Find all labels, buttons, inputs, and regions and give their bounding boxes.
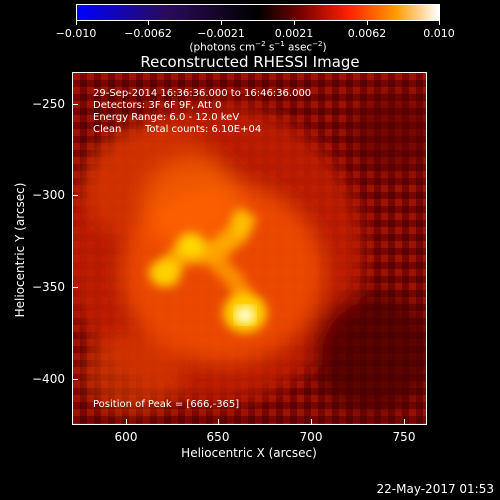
colorbar-tick [148, 20, 149, 25]
y-tick-label: −400 [32, 372, 65, 386]
colorbar-label: −0.0021 [197, 27, 245, 40]
colorbar-label: −0.010 [55, 27, 97, 40]
colorbar [76, 4, 440, 21]
x-tick-mark [404, 419, 405, 425]
y-tick-mark [72, 287, 78, 288]
info-time-range: 29-Sep-2014 16:36:36.000 to 16:46:36.000 [93, 88, 312, 99]
rhessi-image-plot: 29-Sep-2014 16:36:36.000 to 16:46:36.000… [72, 72, 427, 425]
colorbar-tick [367, 20, 368, 25]
x-tick-mark [311, 419, 312, 425]
y-tick-label: −250 [32, 97, 65, 111]
y-tick-mark [72, 379, 78, 380]
colorbar-label: 0.0062 [347, 27, 387, 40]
colorbar-tick [76, 20, 77, 25]
x-tick-label: 600 [114, 430, 138, 444]
x-tick-label: 750 [392, 430, 416, 444]
footer-date: 22-May-2017 01:53 [376, 482, 494, 496]
info-method: Clean [93, 124, 122, 135]
colorbar-tick [439, 20, 440, 25]
colorbar-label: 0.010 [423, 27, 455, 40]
x-tick-mark [126, 419, 127, 425]
colorbar-tick [294, 20, 295, 25]
colorbar-gradient [77, 5, 439, 20]
y-tick-label: −350 [32, 280, 65, 294]
x-tick-label: 650 [206, 430, 230, 444]
y-tick-label: −300 [32, 188, 65, 202]
x-axis-label: Heliocentric X (arcsec) [181, 446, 317, 460]
x-tick-label: 700 [299, 430, 323, 444]
y-tick-mark [72, 104, 78, 105]
image-title: Reconstructed RHESSI Image [140, 53, 360, 71]
colorbar-label: 0.0021 [274, 27, 314, 40]
info-energy-range: Energy Range: 6.0 - 12.0 keV [93, 112, 240, 123]
colorbar-tick [221, 20, 222, 25]
info-peak-position: Position of Peak = [666,-365] [93, 399, 240, 410]
y-axis-label: Heliocentric Y (arcsec) [13, 182, 27, 318]
x-tick-mark [218, 419, 219, 425]
y-tick-mark [72, 195, 78, 196]
colorbar-units: (photons cm−2 s−1 asec−2) [189, 40, 327, 54]
info-detectors: Detectors: 3F 6F 9F, Att 0 [93, 100, 222, 111]
info-total-counts: Total counts: 6.10E+04 [145, 124, 262, 135]
rhessi-image [73, 73, 426, 424]
colorbar-label: −0.0062 [124, 27, 172, 40]
